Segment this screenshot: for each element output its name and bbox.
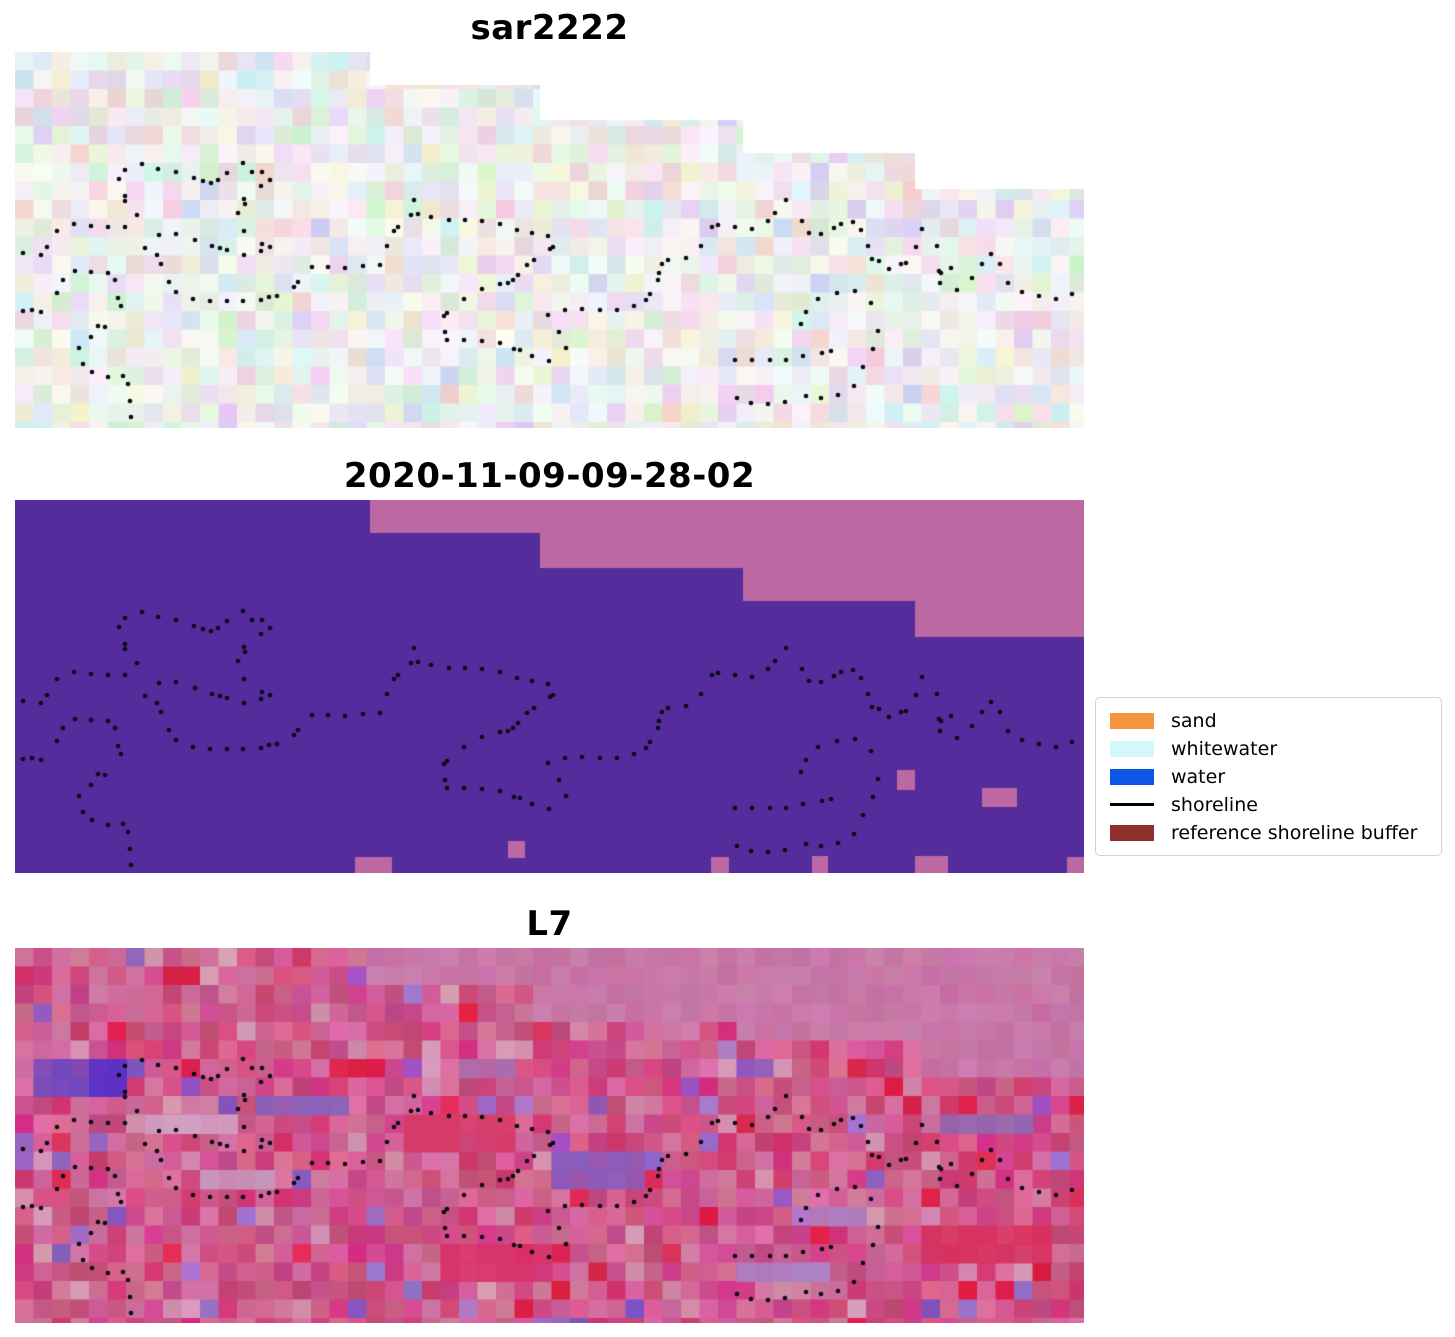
sar2222-image-panel [15, 52, 1084, 428]
legend-patch-swatch [1110, 712, 1154, 729]
classified-map-panel [15, 500, 1084, 873]
legend-label: water [1171, 765, 1226, 788]
legend-label: reference shoreline buffer [1171, 821, 1418, 844]
legend-item-whitewater: whitewater [1106, 735, 1431, 762]
legend-item-shoreline: shoreline [1106, 791, 1431, 818]
l7-image-panel [15, 948, 1084, 1323]
legend-item-water: water [1106, 763, 1431, 790]
legend-patch-swatch [1110, 740, 1154, 757]
legend-label: sand [1171, 709, 1217, 732]
legend-label: shoreline [1171, 793, 1258, 816]
panel-title-date: 2020-11-09-09-28-02 [343, 456, 756, 496]
legend-patch-swatch [1110, 768, 1154, 785]
shoreline-line-icon [1110, 803, 1154, 806]
legend-item-reference-shoreline-buffer: reference shoreline buffer [1106, 819, 1431, 846]
legend-label: whitewater [1171, 737, 1278, 760]
legend-line-swatch [1110, 797, 1154, 813]
panel-title-l7: L7 [526, 904, 573, 944]
legend-box: sand whitewater water shoreline reference sh… [1095, 697, 1442, 856]
legend-item-sand: sand [1106, 707, 1431, 734]
legend-patch-swatch [1110, 824, 1154, 841]
panel-title-sar2222: sar2222 [470, 8, 629, 48]
